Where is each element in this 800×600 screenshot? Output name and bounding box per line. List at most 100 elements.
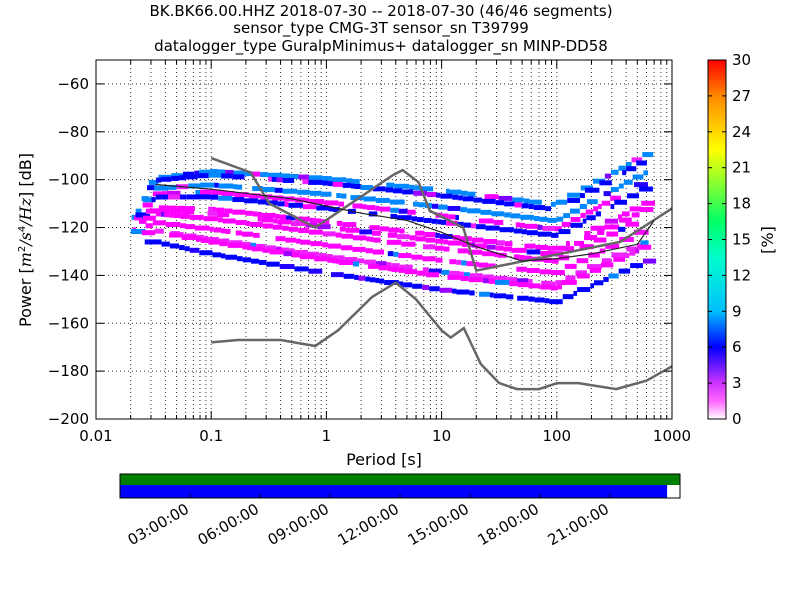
heatmap-cell xyxy=(342,222,357,228)
heatmap-cell xyxy=(398,208,408,214)
heatmap-cell xyxy=(322,231,336,237)
heatmap-cell xyxy=(340,245,353,251)
heatmap-cell xyxy=(322,180,329,186)
heatmap-cell xyxy=(619,236,634,242)
heatmap-cell xyxy=(265,245,276,251)
heatmap-cell xyxy=(173,213,181,219)
heatmap-cell xyxy=(194,225,210,231)
heatmap-cell xyxy=(343,273,355,279)
heatmap-cell xyxy=(411,216,417,222)
heatmap-cell xyxy=(414,185,420,191)
heatmap-cell xyxy=(631,212,640,218)
heatmap-cell xyxy=(378,265,388,271)
heatmap-cell xyxy=(524,243,536,249)
heatmap-cell xyxy=(389,199,405,205)
heatmap-cell xyxy=(257,211,262,217)
heatmap-cell xyxy=(554,226,562,232)
heatmap-cell xyxy=(452,288,457,294)
heatmap-cell xyxy=(180,223,186,229)
noise-model-nhnm xyxy=(210,156,672,273)
heatmap-cell xyxy=(540,284,551,290)
heatmap-cell xyxy=(634,182,648,188)
heatmap-cell xyxy=(220,253,226,259)
x-tick-label: 100 xyxy=(542,427,571,445)
heatmap-cell xyxy=(497,240,505,246)
heatmap-cell xyxy=(537,231,552,237)
heatmap-cell xyxy=(169,232,182,238)
heatmap-cell xyxy=(441,219,447,225)
heatmap-cell xyxy=(135,212,147,218)
heatmap-cell xyxy=(299,254,315,260)
heatmap-cell xyxy=(277,201,285,207)
heatmap-cell xyxy=(327,257,332,263)
heatmap-cell xyxy=(189,247,200,253)
heatmap-cell xyxy=(288,226,299,232)
heatmap-cell xyxy=(161,191,167,197)
heatmap-cell xyxy=(346,178,353,184)
heatmap-cell xyxy=(218,195,233,201)
heatmap-cell xyxy=(196,194,211,200)
heatmap-cell xyxy=(386,239,402,245)
heatmap-cell xyxy=(165,222,181,228)
heatmap-cell xyxy=(167,194,181,200)
heatmap-cell xyxy=(152,191,162,197)
heatmap-cell xyxy=(217,212,230,218)
heatmap-cell xyxy=(577,287,591,293)
heatmap-cell xyxy=(462,196,474,202)
heatmap-cell xyxy=(321,191,332,197)
heatmap-cell xyxy=(457,221,464,227)
heatmap-cell xyxy=(375,277,380,283)
title-line-1: BK.BK66.00.HHZ 2018-07-30 -- 2018-07-30 … xyxy=(149,2,612,20)
heatmap-cell xyxy=(241,231,254,237)
heatmap-cell xyxy=(224,208,233,214)
heatmap-cell xyxy=(225,254,238,260)
heatmap-cell xyxy=(545,206,552,212)
heatmap-cell xyxy=(199,169,211,175)
heatmap-cell xyxy=(200,189,212,195)
heatmap-cell xyxy=(275,213,280,219)
heatmap-cell xyxy=(413,201,419,207)
heatmap-cell xyxy=(276,177,283,183)
heatmap-cell xyxy=(215,207,225,213)
heatmap-cell xyxy=(495,245,504,251)
colorbar-tick-label: 9 xyxy=(732,302,742,320)
heatmap-cell xyxy=(606,231,619,237)
heatmap-cell xyxy=(148,179,159,185)
heatmap-cell xyxy=(463,222,471,228)
heatmap-cell xyxy=(283,251,293,257)
heatmap-cell xyxy=(526,230,538,236)
heatmap-cell xyxy=(601,200,611,206)
heatmap-cell xyxy=(529,199,542,205)
heatmap-cell xyxy=(252,186,263,192)
heatmap-cell xyxy=(258,259,267,265)
heatmap-cell xyxy=(142,215,156,221)
heatmap-cell xyxy=(251,258,259,264)
heatmap-cell xyxy=(562,294,574,300)
heatmap-cell xyxy=(316,205,329,211)
heatmap-cell xyxy=(435,238,444,244)
heatmap-cell xyxy=(471,237,484,243)
heatmap-cell xyxy=(235,230,242,236)
heatmap-cell xyxy=(208,236,219,242)
heatmap-cell xyxy=(179,232,184,238)
heatmap-cell xyxy=(429,286,440,292)
heatmap-cell xyxy=(564,263,577,269)
time-tick-label: 21:00:00 xyxy=(545,500,612,549)
heatmap-cell xyxy=(300,239,311,245)
heatmap-cell xyxy=(512,197,524,203)
x-tick-label: 10 xyxy=(432,427,451,445)
heatmap-cell xyxy=(446,220,458,226)
heatmap-cell xyxy=(629,250,636,256)
heatmap-cell xyxy=(412,283,423,289)
heatmap-cell xyxy=(516,266,527,272)
heatmap-cell xyxy=(168,205,177,211)
heatmap-cell xyxy=(603,191,611,197)
heatmap-cell xyxy=(295,216,310,222)
heatmap-cell xyxy=(463,272,470,278)
heatmap-cell xyxy=(533,205,546,211)
heatmap-cell xyxy=(452,194,459,200)
heatmap-cell xyxy=(161,194,168,200)
heatmap-cell xyxy=(544,298,550,304)
heatmap-cell xyxy=(441,269,450,275)
heatmap-cell xyxy=(641,200,655,206)
